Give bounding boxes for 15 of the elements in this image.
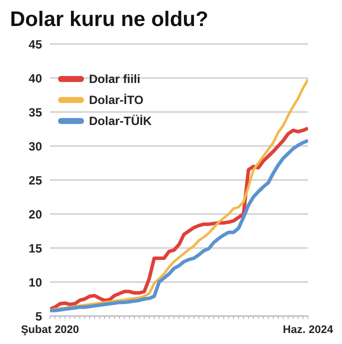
y-tick-label: 20 <box>28 207 42 222</box>
legend-label: Dolar fiili <box>89 72 140 86</box>
legend-label: Dolar-TÜİK <box>89 114 152 128</box>
y-tick-label: 30 <box>28 139 42 154</box>
y-tick-label: 35 <box>28 105 42 120</box>
y-tick-label: 10 <box>28 275 42 290</box>
x-tick-label: Şubat 2020 <box>20 324 80 336</box>
y-tick-label: 15 <box>28 241 42 256</box>
y-tick-label: 25 <box>28 173 42 188</box>
x-tick-label: Haz. 2024 <box>282 324 334 336</box>
chart-title: Dolar kuru ne oldu? <box>10 8 210 33</box>
y-tick-label: 45 <box>28 37 42 52</box>
legend-label: Dolar-İTO <box>89 92 144 106</box>
y-tick-label: 5 <box>35 309 42 324</box>
y-tick-label: 40 <box>28 71 42 86</box>
